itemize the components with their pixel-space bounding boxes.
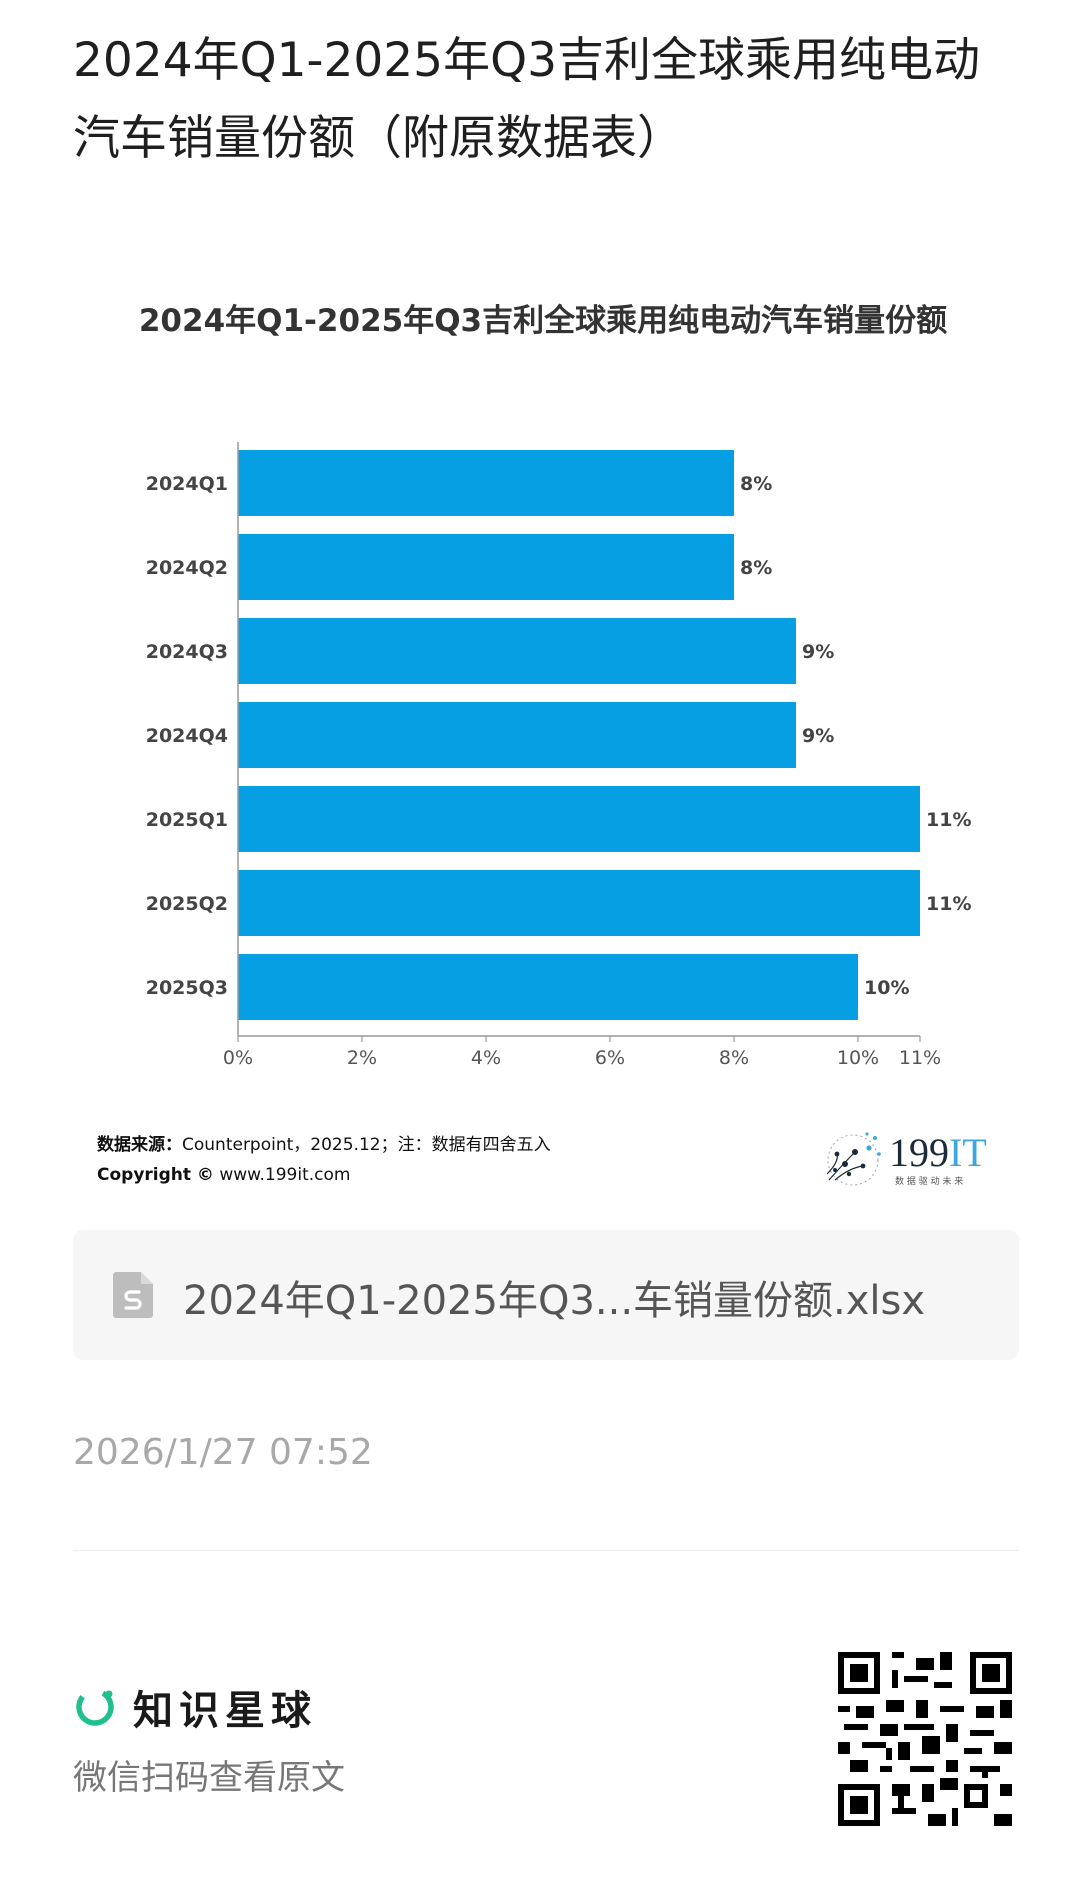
bar-2025Q2 <box>238 870 920 936</box>
category-label: 2024Q3 <box>146 641 228 663</box>
source-label: 数据来源： <box>97 1135 182 1155</box>
bar-2024Q1 <box>238 450 734 516</box>
x-tick-label: 4% <box>471 1047 501 1069</box>
post-title: 2024年Q1-2025年Q3吉利全球乘用纯电动汽车销量份额（附原数据表） <box>73 33 980 166</box>
bar-chart-svg: 2024年Q1-2025年Q3吉利全球乘用纯电动汽车销量份额 2024Q1 8% 2… <box>139 303 972 1069</box>
data-label: 11% <box>926 809 971 831</box>
data-label: 11% <box>926 893 971 915</box>
x-tick-label: 11% <box>899 1047 941 1069</box>
dandelion-logo-icon <box>826 1132 881 1186</box>
bar-2025Q1 <box>238 786 920 852</box>
planet-ring-icon <box>76 1688 114 1726</box>
199it-logo: 199IT 数 据 驱 动 未 来 <box>826 1130 987 1187</box>
x-tick-label: 2% <box>347 1047 377 1069</box>
spreadsheet-file-icon <box>113 1272 153 1318</box>
category-label: 2025Q1 <box>146 809 228 831</box>
copyright-label: Copyright © <box>97 1165 214 1185</box>
data-label: 8% <box>740 557 772 579</box>
category-label: 2025Q3 <box>146 977 228 999</box>
category-label: 2025Q2 <box>146 893 228 915</box>
x-tick-label: 10% <box>837 1047 879 1069</box>
logo-wordmark: 199IT <box>889 1130 987 1175</box>
bar-2025Q3 <box>238 954 858 1020</box>
x-tick-label: 8% <box>719 1047 749 1069</box>
zsxq-brand: 知识星球 <box>73 1682 317 1734</box>
data-label: 9% <box>802 641 834 663</box>
bar-2024Q4 <box>238 702 796 768</box>
logo-slogan: 数 据 驱 动 未 来 <box>895 1175 963 1187</box>
bar-chart: 2024年Q1-2025年Q3吉利全球乘用纯电动汽车销量份额 2024Q1 8% 2… <box>73 290 1013 1170</box>
x-tick-label: 6% <box>595 1047 625 1069</box>
data-label: 10% <box>864 977 909 999</box>
x-tick-label: 0% <box>223 1047 253 1069</box>
source-text: Counterpoint，2025.12；注：数据有四舍五入 <box>182 1135 551 1155</box>
bar-2024Q2 <box>238 534 734 600</box>
attachment-card[interactable]: 2024年Q1-2025年Q3...车销量份额.xlsx <box>73 1230 1019 1360</box>
qr-code-icon[interactable] <box>838 1652 1012 1826</box>
brand-name: 知识星球 <box>133 1688 317 1734</box>
category-label: 2024Q4 <box>146 725 228 747</box>
data-label: 9% <box>802 725 834 747</box>
attachment-filename[interactable]: 2024年Q1-2025年Q3...车销量份额.xlsx <box>183 1278 926 1324</box>
data-label: 8% <box>740 473 772 495</box>
category-label: 2024Q1 <box>146 473 228 495</box>
bar-2024Q3 <box>238 618 796 684</box>
source-note: 数据来源：Counterpoint，2025.12；注：数据有四舍五入 Copy… <box>97 1130 551 1190</box>
post-date: 2026/1/27 07:52 <box>73 1432 373 1473</box>
scan-hint: 微信扫码查看原文 <box>73 1758 345 1798</box>
chart-title: 2024年Q1-2025年Q3吉利全球乘用纯电动汽车销量份额 <box>139 303 947 339</box>
copyright-site: www.199it.com <box>219 1165 351 1185</box>
category-label: 2024Q2 <box>146 557 228 579</box>
divider <box>73 1550 1019 1551</box>
